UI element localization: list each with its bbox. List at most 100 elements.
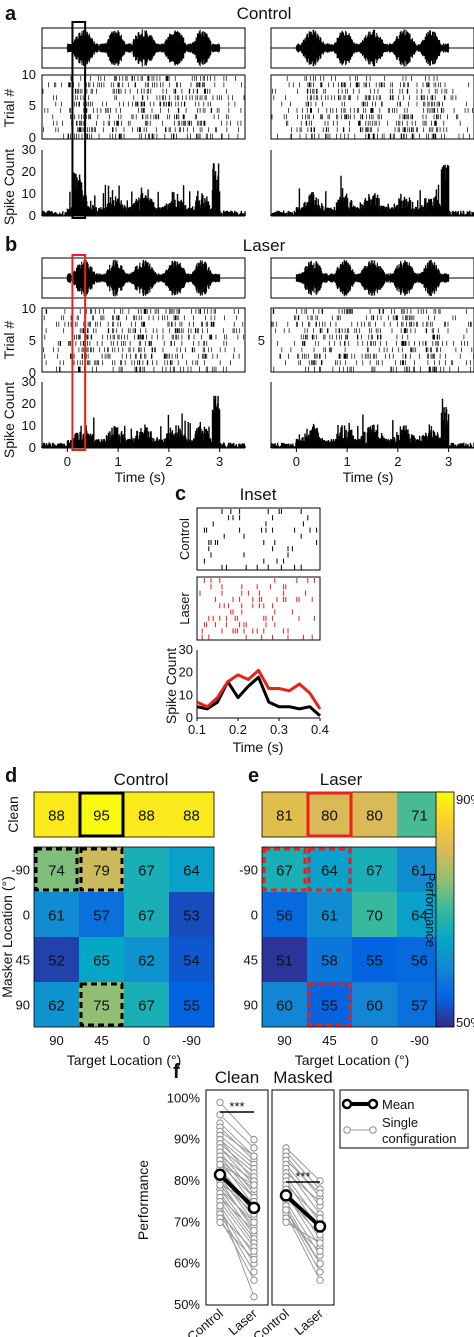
panel-letter-f: f <box>173 1061 180 1083</box>
inset-line-laser <box>196 668 322 710</box>
single-line-masked-18 <box>285 1221 321 1244</box>
single-point-laser-clean-1 <box>250 1144 258 1152</box>
masked-cell-laser-0-2 <box>352 847 397 892</box>
masked-value-laser-2-3: 56 <box>411 953 428 970</box>
masker-tick-control-45: 45 <box>16 953 30 968</box>
single-point-laser-masked-0 <box>316 1177 324 1185</box>
masked-cell-control-1-1 <box>79 892 124 937</box>
single-line-masked-15 <box>285 1209 321 1273</box>
raster-ytick-0-a: 0 <box>29 130 36 145</box>
perf-xtick-masked-laser: Laser <box>291 1305 326 1337</box>
masker-tick-laser-90: 90 <box>244 998 258 1013</box>
masked-highlight-control-3-1 <box>79 982 124 1027</box>
masked-value-control-1-3: 53 <box>183 908 200 925</box>
single-line-clean-10 <box>219 1147 255 1178</box>
masked-value-control-3-3: 55 <box>183 998 200 1015</box>
clean-cell-control-1 <box>79 792 124 837</box>
masked-cell-control-3-3 <box>169 982 214 1027</box>
legend-single-dot-b <box>369 1126 377 1134</box>
highlight-window-control <box>71 21 87 219</box>
inset-ytick-0: 0 <box>186 710 193 725</box>
single-line-clean-37 <box>219 1221 255 1260</box>
psth-ylabel-laser: Spike Count <box>1 382 17 458</box>
single-line-clean-13 <box>219 1155 255 1198</box>
single-point-laser-clean-0 <box>250 1135 258 1144</box>
target-xlabel-laser: Target Location (°) <box>295 1052 410 1068</box>
single-point-control-clean-39 <box>216 1160 224 1169</box>
psth-ytick-20-laser: 20 <box>22 396 36 411</box>
raster-ytick-10-b: 10 <box>22 301 36 316</box>
clean-label: Clean <box>5 796 21 833</box>
masked-highlight-laser-0-0 <box>262 847 307 892</box>
mean-point-control-masked <box>279 1189 293 1202</box>
raster-box-control-left <box>41 74 246 140</box>
masked-cell-control-3-1 <box>79 982 124 1027</box>
single-line-clean-9 <box>219 1147 255 1186</box>
single-point-laser-clean-4 <box>250 1152 258 1160</box>
time-tick-3-0: 3 <box>216 454 223 469</box>
masked-value-control-3-2: 67 <box>138 998 155 1015</box>
single-point-control-clean-0 <box>216 1098 224 1107</box>
inset-plot: Control Laser 30 20 10 00.1 0.2 0.3 0.4 Spike Cou… <box>163 507 329 755</box>
target-tick-laser-45: 45 <box>322 1033 336 1048</box>
single-line-clean-4 <box>219 1130 255 1157</box>
masked-value-control-0-3: 64 <box>183 863 200 880</box>
clean-value-control-1: 95 <box>93 808 110 825</box>
target-tick-control-90: 90 <box>49 1033 63 1048</box>
xlabel-laser-left: Time (s) <box>115 469 166 485</box>
inset-xtick-0.4: 0.4 <box>311 722 329 737</box>
masked-value-control-2-2: 62 <box>138 953 155 970</box>
inset-raster-box-laser <box>196 576 321 641</box>
raster-spikes-laser-left <box>43 309 244 372</box>
psth-ytick-0-laser: 0 <box>29 440 36 455</box>
inset-xtick-0.3: 0.3 <box>270 722 288 737</box>
perf-box-masked <box>271 1089 335 1306</box>
inset-xtick-0.1: 0.1 <box>188 722 206 737</box>
psth-bars-laser-right <box>270 398 474 448</box>
masked-highlight-control-0-1 <box>79 847 124 892</box>
perf-xtick-masked-control: Control <box>250 1306 292 1337</box>
masked-cell-control-0-3 <box>169 847 214 892</box>
masked-cell-laser-0-1 <box>307 847 352 892</box>
inset-raster-label-control: Control <box>177 518 192 560</box>
clean-value-laser-0: 81 <box>276 808 293 825</box>
single-line-clean-5 <box>219 1135 255 1165</box>
masked-value-control-1-0: 61 <box>48 908 65 925</box>
time-tick-1-1: 1 <box>344 454 351 469</box>
single-point-laser-clean-37 <box>250 1255 258 1264</box>
masked-cell-laser-1-2 <box>352 892 397 937</box>
masked-value-laser-1-3: 64 <box>411 908 428 925</box>
single-line-clean-26 <box>219 1188 255 1223</box>
masked-value-laser-0-3: 61 <box>411 863 428 880</box>
masked-value-control-0-1: 79 <box>93 863 110 880</box>
raster-box-laser-right <box>270 307 474 373</box>
clean-value-control-2: 88 <box>138 808 155 825</box>
raster-spikes-laser-right <box>271 309 474 372</box>
panel-letter-d: d <box>5 765 17 787</box>
panel-letter-a: a <box>5 3 17 25</box>
target-tick-laser-0: 0 <box>371 1033 378 1048</box>
mean-point-control-clean <box>213 1168 227 1182</box>
masked-highlight-laser-0-1 <box>307 847 352 892</box>
masked-value-control-0-0: 74 <box>48 863 65 880</box>
masked-value-laser-2-2: 55 <box>366 953 383 970</box>
panel-a-title: Control <box>237 4 292 23</box>
single-line-clean-39 <box>219 1163 255 1186</box>
masked-cell-laser-3-1 <box>307 982 352 1027</box>
single-line-clean-27 <box>219 1193 255 1240</box>
psth-ytick-30-laser: 30 <box>22 374 36 389</box>
masked-border-control <box>33 846 215 1028</box>
clean-value-control-3: 88 <box>183 808 200 825</box>
single-line-clean-29 <box>219 1197 255 1231</box>
heatmap-plots: 88 95 88 88 74 79 67 64 61 57 67 53 52 65 62 54 62 75 67 55… <box>0 791 474 1068</box>
single-line-clean-7 <box>219 1139 255 1182</box>
legend-mean-label: Mean <box>382 1097 415 1112</box>
raster-box-laser-left <box>41 307 246 373</box>
legend-single-dot-a <box>343 1126 351 1134</box>
single-line-clean-6 <box>219 1139 255 1169</box>
single-point-laser-masked-18 <box>316 1239 324 1247</box>
single-line-clean-11 <box>219 1151 255 1194</box>
masker-tick-control-0: 0 <box>23 908 30 923</box>
masked-cell-laser-2-3 <box>397 937 442 982</box>
psth-bars-control-left <box>41 163 246 216</box>
